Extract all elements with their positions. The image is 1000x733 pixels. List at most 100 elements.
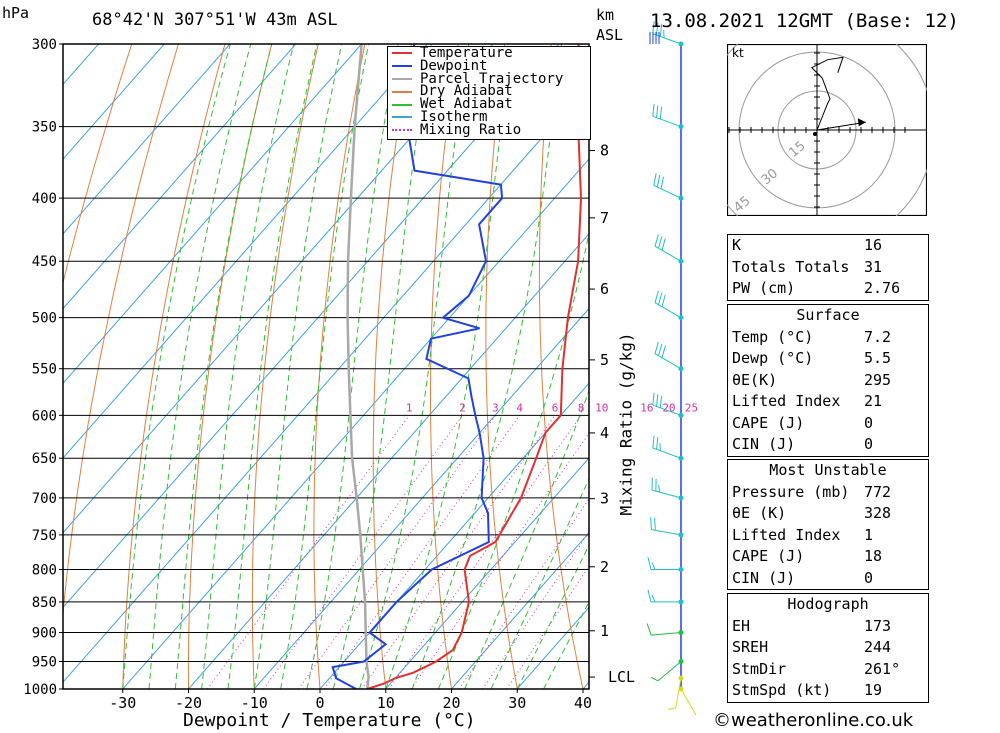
row-label: Dewp (°C) bbox=[732, 349, 814, 367]
wind-barb-flag bbox=[656, 22, 659, 36]
wet-adiabat-line bbox=[122, 44, 231, 689]
legend-swatch bbox=[392, 90, 412, 93]
legend-swatch bbox=[392, 129, 412, 132]
wind-barb-flag bbox=[650, 676, 659, 682]
dry-adiabat-line bbox=[63, 44, 133, 285]
credit-link[interactable]: ©weatheronline.co.uk bbox=[713, 710, 914, 731]
wind-barb-flag bbox=[658, 484, 661, 493]
storm-motion-arrowhead bbox=[857, 118, 866, 127]
wind-barb-flag bbox=[660, 176, 664, 189]
row-value: 18 bbox=[864, 547, 883, 565]
legend-swatch bbox=[392, 65, 412, 68]
temperature-tick-label: 20 bbox=[442, 694, 460, 712]
wind-barb-flag bbox=[650, 517, 652, 530]
legend-label: Dry Adiabat bbox=[420, 83, 513, 100]
wind-barb-flag bbox=[659, 395, 663, 408]
wind-barb-flag bbox=[654, 290, 659, 303]
height-tick-label: 2 bbox=[600, 558, 609, 576]
wind-barb-flag bbox=[656, 105, 659, 118]
row-label: Pressure (mb) bbox=[732, 482, 850, 501]
table-row: EH 173 bbox=[728, 616, 928, 638]
indices-table: K 16 Totals Totals 31 PW (cm) 2.76 bbox=[727, 234, 929, 301]
dry-adiabat-line bbox=[122, 44, 226, 689]
row-value: 261° bbox=[864, 659, 901, 678]
wind-barb-flag bbox=[653, 173, 657, 186]
wind-barb-flag bbox=[656, 174, 661, 188]
pressure-tick-label: 300 bbox=[32, 37, 57, 53]
pressure-tick-label: 950 bbox=[32, 655, 57, 671]
legend-swatch bbox=[392, 116, 412, 119]
temperature-tick-label: 40 bbox=[574, 694, 592, 712]
table-row: Totals Totals 31 bbox=[728, 257, 928, 279]
legend-label: Wet Adiabat bbox=[420, 96, 513, 113]
dry-adiabat-line bbox=[969, 26, 1000, 689]
wind-barb-flag bbox=[652, 392, 655, 406]
wet-adiabat-line bbox=[543, 601, 589, 689]
wind-barb-staff bbox=[652, 115, 682, 128]
pressure-tick-label: 650 bbox=[32, 451, 57, 467]
pressure-tick-label: 800 bbox=[32, 562, 57, 578]
row-value: 328 bbox=[864, 504, 892, 522]
row-label: Lifted Index bbox=[732, 525, 841, 544]
row-label: θE (K) bbox=[732, 504, 787, 522]
temperature-line bbox=[366, 44, 583, 689]
pressure-tick-label: 350 bbox=[32, 120, 57, 136]
wind-barb-flag bbox=[659, 106, 663, 120]
pressure-tick-label: 750 bbox=[32, 528, 57, 544]
wind-barb-staff bbox=[652, 447, 682, 459]
wind-barb-staff bbox=[652, 404, 682, 416]
mixing-ratio-label: 4 bbox=[516, 401, 523, 414]
dry-adiabat-line bbox=[63, 44, 179, 619]
mixing-ratio-label: 8 bbox=[578, 401, 585, 414]
table-row: Lifted Index 1 bbox=[728, 525, 928, 547]
legend-item: Dry Adiabat bbox=[388, 85, 590, 98]
wind-barb-flag bbox=[661, 238, 666, 251]
dry-adiabat-line bbox=[430, 44, 459, 689]
wind-barb-staff bbox=[651, 529, 682, 536]
dry-adiabat-line bbox=[923, 26, 1000, 689]
wind-barb-flag bbox=[656, 436, 659, 450]
km-unit-label: km bbox=[596, 6, 615, 24]
wet-adiabat-line bbox=[437, 230, 589, 689]
row-label: Lifted Index bbox=[732, 392, 841, 410]
wind-barb-staff bbox=[654, 302, 682, 319]
datetime-title: 13.08.2021 12GMT (Base: 12) bbox=[650, 10, 959, 32]
row-label: CIN (J) bbox=[732, 568, 796, 587]
wind-barb-flag bbox=[658, 236, 663, 249]
pressure-tick-label: 1000 bbox=[23, 682, 57, 698]
row-value: 31 bbox=[864, 257, 883, 276]
height-tick-label: 5 bbox=[600, 351, 609, 369]
dry-adiabat-line bbox=[485, 44, 518, 689]
row-label: StmSpd (kt) bbox=[732, 681, 832, 699]
mixing-ratio-label: 16 bbox=[640, 401, 653, 414]
wet-adiabat-line bbox=[464, 389, 589, 689]
hodograph-trace bbox=[810, 56, 844, 131]
row-value: 173 bbox=[864, 616, 892, 635]
location-title: 68°42'N 307°51'W 43m ASL bbox=[92, 10, 338, 30]
row-label: CAPE (J) bbox=[732, 547, 805, 565]
wind-barb-flag bbox=[659, 24, 663, 37]
legend-swatch bbox=[392, 103, 412, 106]
mixing-ratio-line bbox=[410, 432, 589, 689]
table-row: θE(K) 295 bbox=[728, 370, 928, 392]
most-unstable-table: Most Unstable Pressure (mb) 772 θE (K) 328 L… bbox=[727, 459, 929, 590]
surface-table: Surface Temp (°C) 7.2 Dewp (°C) 5.5 θE(K) 295… bbox=[727, 304, 929, 457]
wind-barb-flag bbox=[654, 517, 656, 531]
dewpoint-line bbox=[331, 44, 504, 689]
temperature-tick-label: 10 bbox=[377, 694, 395, 712]
row-label: K bbox=[732, 236, 742, 254]
row-value: 244 bbox=[864, 638, 892, 656]
row-value: 19 bbox=[864, 681, 883, 699]
hodograph-origin-dot bbox=[813, 132, 817, 136]
wind-barb-flag bbox=[651, 594, 656, 603]
table-row: CAPE (J) 18 bbox=[728, 546, 928, 568]
wind-barb-flag bbox=[654, 341, 659, 354]
legend-swatch bbox=[392, 77, 412, 80]
temperature-tick-label: 30 bbox=[508, 694, 526, 712]
table-row: PW (cm) 2.76 bbox=[728, 278, 928, 300]
temperature-tick-label: -30 bbox=[109, 694, 136, 712]
isotherm-line bbox=[187, 233, 589, 689]
row-value: 0 bbox=[864, 413, 874, 432]
